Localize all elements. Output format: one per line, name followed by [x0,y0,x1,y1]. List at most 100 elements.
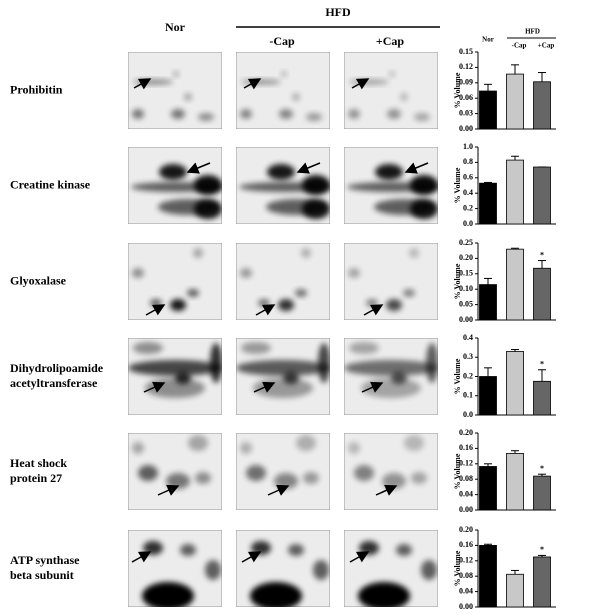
gel-spot [128,360,222,376]
y-tick-label: 0.20 [459,525,473,534]
gel-spot [292,93,300,101]
gel-spot [348,442,360,454]
gel-image [344,147,438,224]
row-label: Creatine kinase [10,177,91,191]
y-tick-label: 0.12 [459,556,473,565]
gel-spot [295,289,307,297]
column-header: -Cap [269,34,295,48]
gel-spot [194,199,222,219]
row-label: ATP synthase [10,553,80,567]
row-label: protein 27 [10,471,62,485]
arrow [157,484,180,496]
gel-spot [159,164,187,180]
gel-spot [171,109,185,119]
gel-spot [400,93,408,101]
y-tick-label: 0.00 [459,505,473,514]
gel-spot [195,472,211,484]
gel-spot [359,541,379,555]
bar [479,90,497,130]
arrow [296,162,321,174]
y-tick-label: 0.03 [459,108,473,117]
gel-image [128,433,222,510]
y-axis-label: % Volume [453,72,462,108]
arrow [186,162,211,174]
gel-spot [283,372,299,384]
gel-spot [279,109,293,119]
gel-spot [175,372,191,384]
bar [533,166,551,225]
y-tick-label: 0.0 [463,410,473,419]
gel-image [236,147,330,224]
bar [479,284,497,321]
gel-image [344,52,438,129]
gel-image [128,530,222,607]
bar [479,466,497,511]
y-tick-label: 0.09 [459,78,473,87]
category-label: +Cap [538,42,555,50]
gel-spot [389,71,395,77]
arrow [349,551,370,563]
gel-spot [358,582,410,607]
bar [479,545,497,608]
significance-mark: * [540,250,544,259]
gel-spot [391,372,407,384]
y-tick-label: 0.05 [459,299,473,308]
gel-spot [349,342,379,354]
gel-spot [281,71,287,77]
gel-spot [318,343,330,383]
gel-spot [133,79,173,85]
gel-spot [142,582,194,607]
y-tick-label: 0.08 [459,571,473,580]
bar [533,475,551,511]
gel-spot [258,299,270,307]
arrow [351,78,370,90]
y-tick-label: 0.20 [459,428,473,437]
gel-spot [375,164,403,180]
y-tick-label: 0.04 [459,489,473,498]
gel-spot [143,541,163,555]
gel-spot [240,442,252,454]
gel-spot [410,175,438,195]
gel-spot [344,360,438,376]
gel-spot [132,109,144,119]
y-tick-label: 0.6 [463,173,473,182]
gel-spot [250,582,302,607]
y-axis-label: % Volume [453,167,462,203]
gel-spot [414,113,430,121]
category-label: -Cap [512,42,527,50]
row-label: acetyltransferase [10,376,98,390]
gel-spot [411,472,427,484]
gel-spot [133,342,163,354]
gel-spot [180,544,196,556]
gel-spot [403,289,415,297]
gel-image [344,338,438,415]
gel-spot [302,199,330,219]
gel-image [344,433,438,510]
y-tick-label: 0.10 [459,284,473,293]
bar [479,376,497,416]
gel-spot [348,109,360,119]
y-tick-label: 0.2 [463,203,473,212]
arrow [253,381,276,393]
gel-spot [426,343,438,383]
row-label: Prohibitin [10,82,63,96]
y-tick-label: 0.4 [463,333,473,342]
gel-spot [241,342,271,354]
y-tick-label: 0.15 [459,269,473,278]
gel-spot [210,343,222,383]
gel-spot [348,268,360,278]
category-label: Nor [482,36,494,44]
gel-spot [193,248,203,258]
gel-spot [132,268,144,278]
y-tick-label: 0.12 [459,459,473,468]
row-label: Glyoxalase [10,273,67,287]
gel-image [344,243,438,320]
arrow [255,304,276,316]
gel-spot [194,175,222,195]
gel-spot [267,164,295,180]
gel-spot [138,465,158,481]
y-tick-label: 0.04 [459,586,473,595]
gel-spot [187,289,199,297]
arrow [241,551,262,563]
